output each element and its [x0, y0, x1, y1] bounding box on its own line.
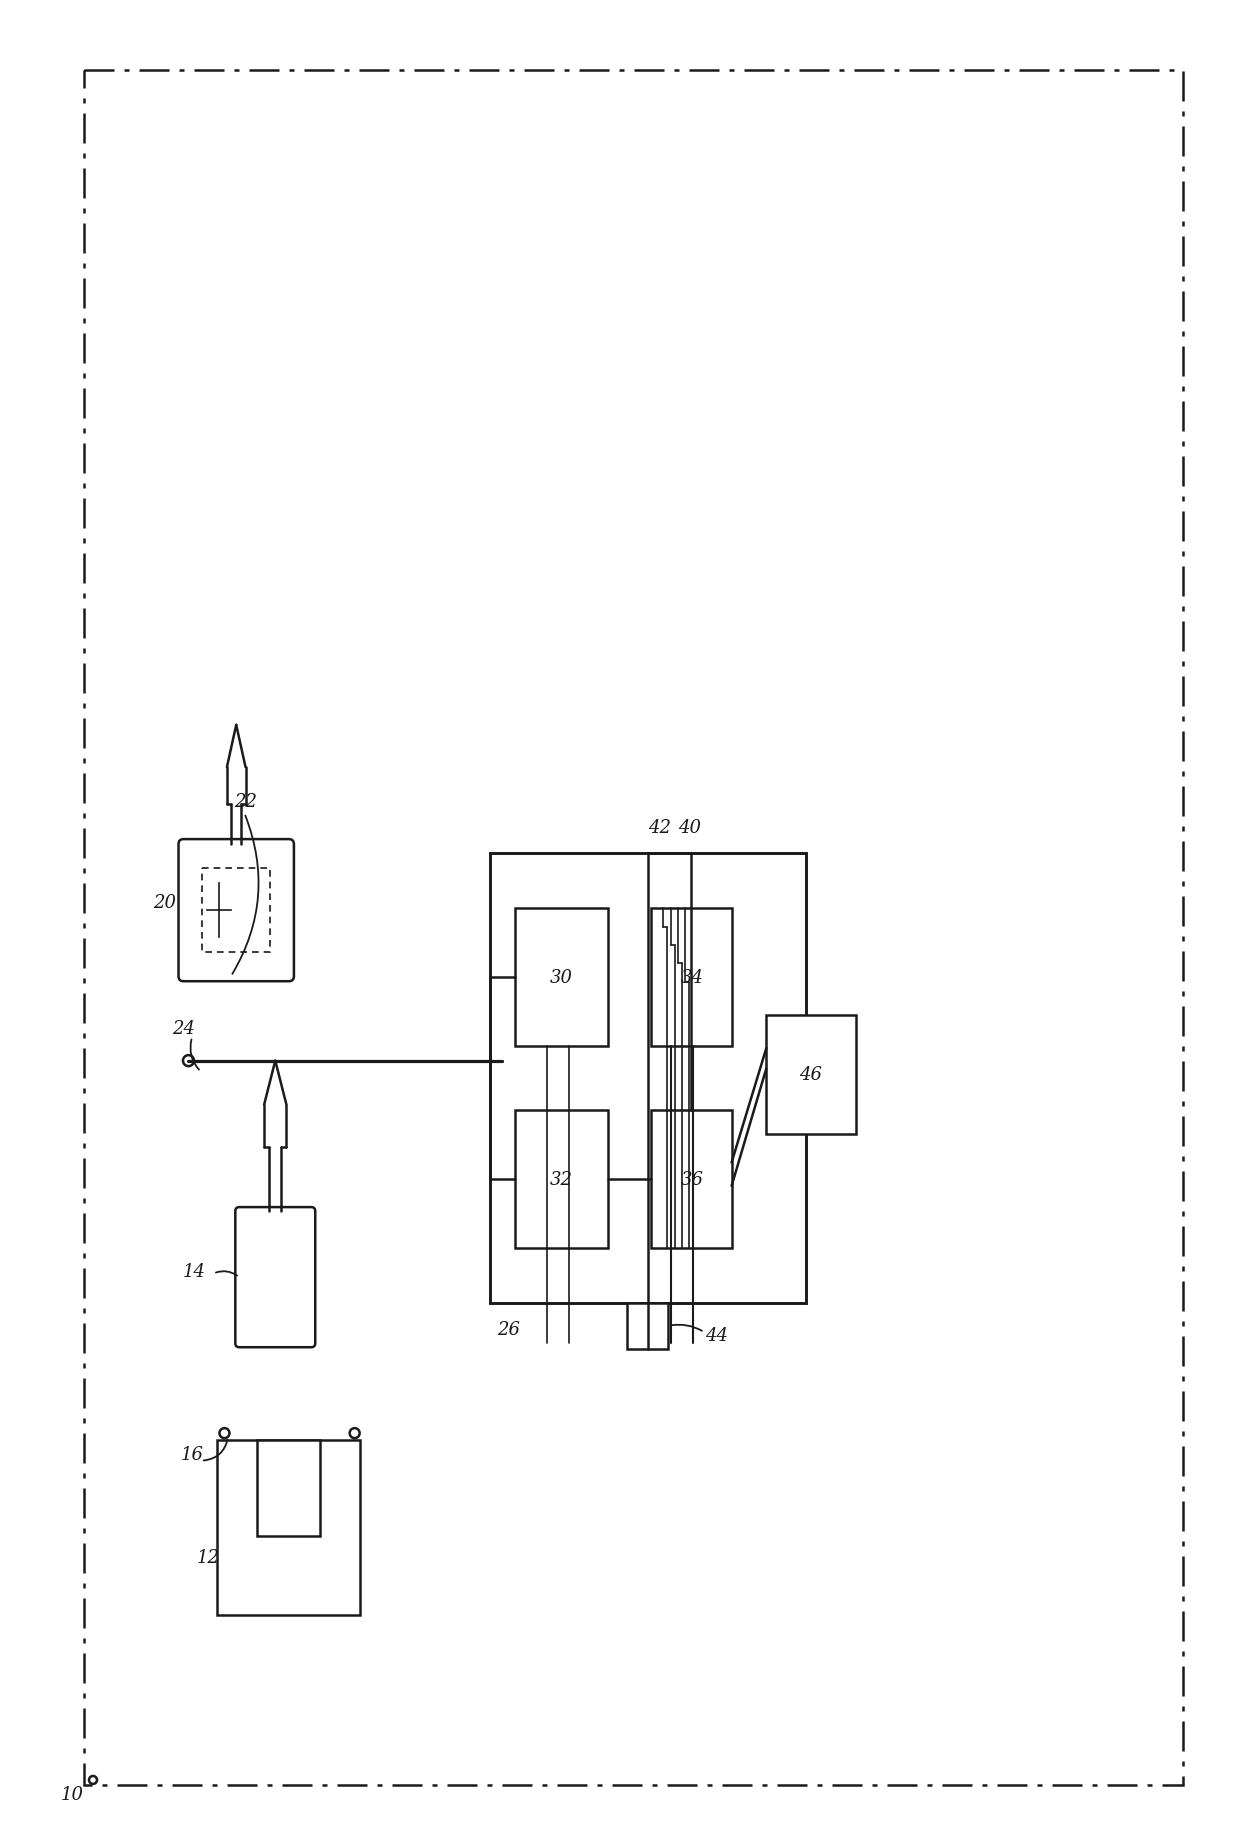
Text: 10: 10 — [61, 1785, 83, 1804]
Circle shape — [184, 1055, 193, 1066]
Bar — [515, 1110, 608, 1248]
Circle shape — [350, 1428, 360, 1439]
Text: 36: 36 — [681, 1171, 703, 1189]
Text: 44: 44 — [706, 1327, 728, 1345]
Circle shape — [89, 1776, 97, 1784]
Text: 22: 22 — [234, 793, 257, 811]
Text: 30: 30 — [551, 969, 573, 987]
Bar — [257, 1440, 320, 1536]
Text: 32: 32 — [551, 1171, 573, 1189]
Text: 26: 26 — [497, 1321, 520, 1340]
Text: 16: 16 — [181, 1446, 203, 1464]
Text: 42: 42 — [649, 818, 671, 837]
Circle shape — [219, 1428, 229, 1439]
FancyBboxPatch shape — [179, 839, 294, 982]
Text: 46: 46 — [800, 1066, 822, 1084]
FancyBboxPatch shape — [236, 1207, 315, 1347]
Bar — [627, 1303, 668, 1349]
Text: 34: 34 — [681, 969, 703, 987]
Bar — [651, 908, 732, 1046]
Bar — [651, 1110, 732, 1248]
Text: 14: 14 — [184, 1262, 206, 1281]
Bar — [490, 853, 806, 1303]
Bar — [515, 908, 608, 1046]
Bar — [766, 1015, 856, 1134]
Circle shape — [497, 1055, 507, 1066]
Text: 24: 24 — [172, 1020, 195, 1039]
Text: 12: 12 — [197, 1549, 219, 1567]
Bar — [217, 1440, 360, 1615]
Text: 20: 20 — [154, 894, 176, 912]
Text: 40: 40 — [678, 818, 701, 837]
Bar — [202, 868, 270, 952]
Bar — [84, 70, 1183, 1785]
